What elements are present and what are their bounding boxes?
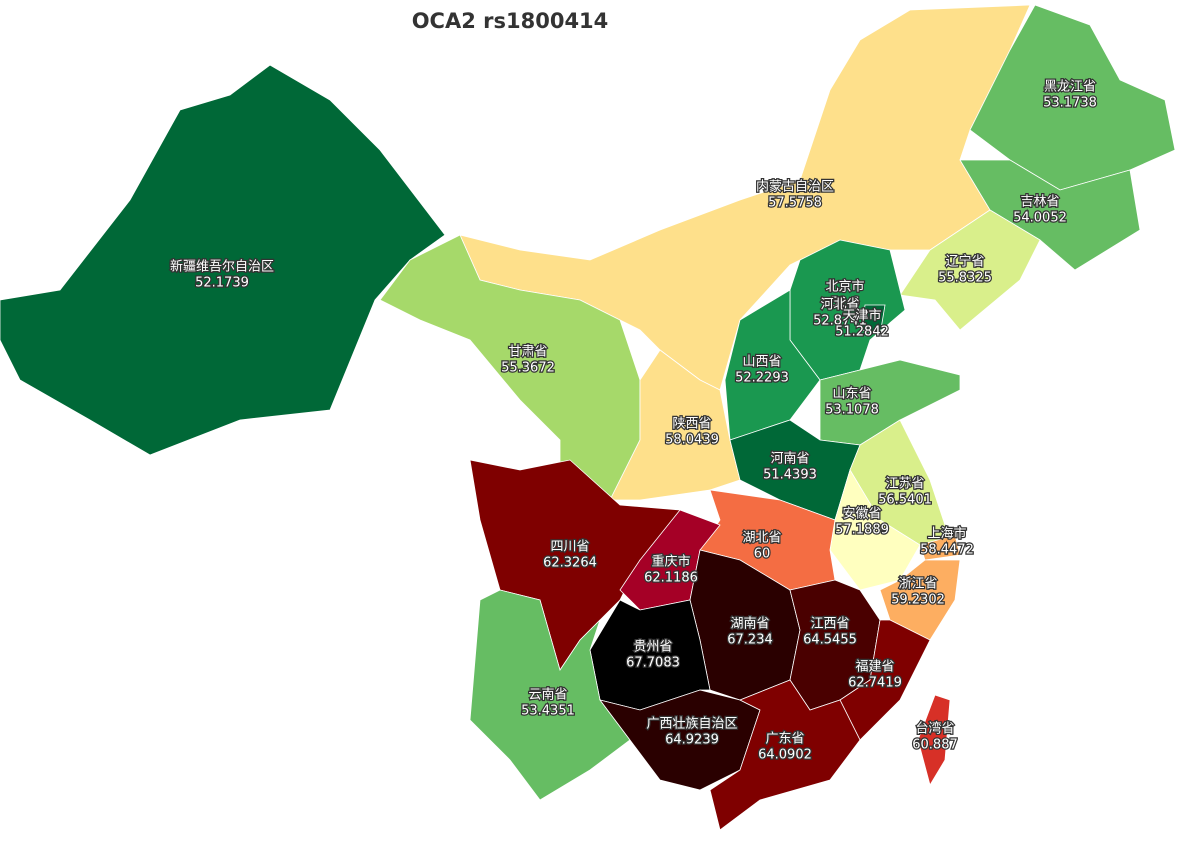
region-name: 陕西省 [672, 417, 711, 432]
region-value: 53.1738 [1043, 96, 1097, 111]
region-value: 64.0902 [758, 748, 812, 763]
region [879, 559, 961, 641]
region-value: 67.234 [727, 633, 773, 648]
region-name: 河北省 [820, 298, 859, 313]
region-name: 辽宁省 [945, 254, 984, 270]
region-name: 浙江省 [898, 577, 937, 592]
map-title: OCA2 rs1800414 [412, 9, 609, 33]
region-value: 56.5401 [878, 493, 932, 508]
region [0, 64, 446, 456]
region-name: 甘肃省 [508, 345, 547, 360]
region [469, 589, 631, 801]
region [899, 209, 1041, 331]
region-name: 台湾省 [915, 721, 954, 737]
region-name: 上海市 [927, 526, 966, 542]
region-value: 55.3672 [501, 361, 555, 376]
region-name: 安徽省 [842, 507, 881, 522]
region-name: 江苏省 [885, 476, 924, 492]
region-value: 53.4351 [521, 704, 575, 719]
region-name: 吉林省 [1020, 195, 1059, 210]
region-value: 57.1889 [835, 523, 889, 538]
region-name: 河南省 [770, 451, 809, 467]
region [861, 304, 886, 336]
region-value: 52.1739 [195, 276, 249, 291]
region-name: 湖北省 [742, 531, 781, 546]
region-name: 山西省 [742, 355, 781, 370]
region-name: 湖南省 [730, 616, 769, 632]
region-name: 云南省 [528, 687, 567, 703]
region [709, 679, 861, 831]
region-value: 60.887 [912, 738, 958, 753]
region-value: 54.0052 [1013, 211, 1067, 226]
region [919, 534, 961, 561]
region-name: 江西省 [810, 617, 849, 632]
region-name: 广东省 [765, 732, 804, 747]
region [724, 289, 821, 441]
region-name: 内蒙古自治区 [756, 179, 834, 195]
region-value: 51.4393 [763, 468, 817, 483]
region [917, 694, 951, 787]
region-name: 广西壮族自治区 [646, 716, 737, 732]
region-value: 58.0439 [665, 433, 719, 448]
region-value: 52.2293 [735, 371, 789, 386]
region-name: 福建省 [855, 660, 894, 675]
region-value: 62.7419 [848, 676, 902, 691]
region-value: 51.2842 [835, 325, 889, 340]
region-value: 52.8741 [813, 314, 867, 329]
region-value: 64.5455 [803, 633, 857, 648]
region-value: 57.5758 [768, 196, 822, 211]
region-name: 山东省 [832, 387, 871, 402]
regions [0, 4, 1176, 831]
region-value: 62.1186 [644, 571, 698, 586]
region-name: 四川省 [550, 540, 589, 555]
region-value: 64.9239 [665, 733, 719, 748]
region-value: 59.2302 [891, 593, 945, 608]
region-value: 58.4472 [920, 543, 974, 558]
region-name: 黑龙江省 [1044, 80, 1096, 95]
region-value: 55.8325 [938, 271, 992, 286]
region-name: 贵州省 [633, 640, 672, 655]
region-value: 67.7083 [626, 656, 680, 671]
region-name: 北京市 [825, 279, 864, 295]
region-value: 60 [754, 547, 771, 562]
region-name: 新疆维吾尔自治区 [170, 259, 274, 275]
region-value: 52.6 [831, 296, 860, 311]
region [839, 619, 931, 741]
region-name: 天津市 [842, 308, 881, 324]
region-value: 62.3264 [543, 556, 597, 571]
region-value: 53.1078 [825, 403, 879, 418]
region [829, 469, 921, 591]
region-name: 重庆市 [651, 554, 690, 570]
